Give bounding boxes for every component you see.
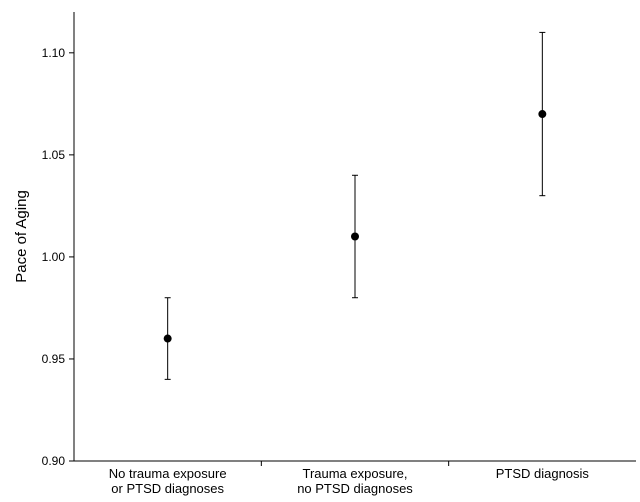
data-point-group [351,174,359,299]
y-tick-label: 1.10 [42,46,66,60]
y-tick-label: 1.00 [42,250,66,264]
y-ticks: 0.90 0.95 1.00 1.05 1.10 [42,46,74,468]
x-tick-label-line: Trauma exposure, [302,466,407,481]
x-tick-label: No trauma exposure or PTSD diagnoses [109,466,227,496]
y-tick-label: 1.05 [42,148,66,162]
data-point-group [163,297,172,380]
x-tick-label: Trauma exposure, no PTSD diagnoses [297,466,413,496]
x-tick-label-line: No trauma exposure [109,466,227,481]
data-point-group [538,31,547,197]
y-axis-title: Pace of Aging [13,190,30,283]
data-point [538,110,547,119]
axes [73,12,636,462]
x-tick-label-line: no PTSD diagnoses [297,481,413,496]
data-point [163,334,172,343]
x-tick-label-line: PTSD diagnosis [496,466,590,481]
x-tick-label: PTSD diagnosis [496,466,590,481]
data-marks [163,31,547,380]
x-ticks: No trauma exposure or PTSD diagnoses Traum… [109,461,590,496]
data-point [351,232,359,241]
y-tick-label: 0.95 [42,352,66,366]
x-tick-label-line: or PTSD diagnoses [111,481,224,496]
y-tick-label: 0.90 [42,454,66,468]
